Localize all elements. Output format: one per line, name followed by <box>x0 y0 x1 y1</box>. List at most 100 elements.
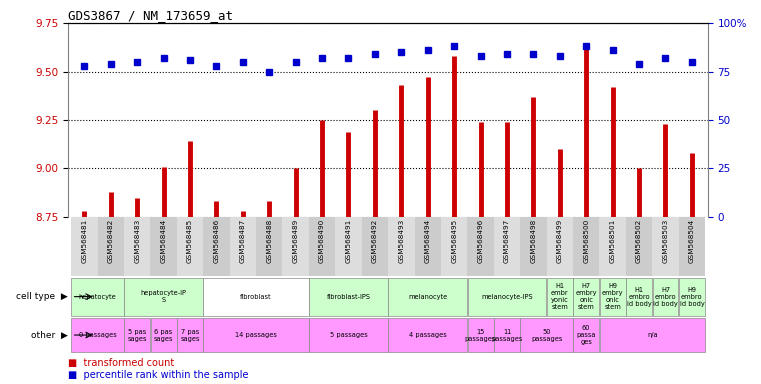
Text: 60
passa
ges: 60 passa ges <box>577 325 596 345</box>
Text: GSM568497: GSM568497 <box>504 219 510 263</box>
Text: melanocyte: melanocyte <box>408 294 447 300</box>
Text: GSM568491: GSM568491 <box>345 219 352 263</box>
Text: 15
passages: 15 passages <box>465 329 496 341</box>
Bar <box>546 217 573 276</box>
Bar <box>203 318 309 352</box>
Text: GSM568504: GSM568504 <box>689 219 695 263</box>
Text: cell type  ▶: cell type ▶ <box>16 292 68 301</box>
Bar <box>521 217 546 276</box>
Bar <box>336 217 361 276</box>
Bar <box>467 278 546 316</box>
Text: GSM568500: GSM568500 <box>583 219 589 263</box>
Bar <box>309 217 336 276</box>
Bar <box>573 318 599 352</box>
Bar <box>177 318 203 352</box>
Text: GSM568493: GSM568493 <box>398 219 404 263</box>
Bar <box>124 318 150 352</box>
Bar <box>388 217 415 276</box>
Bar <box>72 278 124 316</box>
Bar <box>494 217 521 276</box>
Text: GSM568483: GSM568483 <box>134 219 140 263</box>
Bar <box>124 217 151 276</box>
Bar <box>230 217 256 276</box>
Bar <box>72 318 124 352</box>
Text: GSM568485: GSM568485 <box>187 219 193 263</box>
Bar <box>467 217 494 276</box>
Text: melanocyte-IPS: melanocyte-IPS <box>481 294 533 300</box>
Text: GSM568502: GSM568502 <box>636 219 642 263</box>
Text: GSM568481: GSM568481 <box>81 219 88 263</box>
Text: other  ▶: other ▶ <box>31 331 68 339</box>
Bar <box>177 217 203 276</box>
Text: H7
embro
id body: H7 embro id body <box>653 286 678 307</box>
Bar <box>71 217 97 276</box>
Text: 50
passages: 50 passages <box>531 329 562 341</box>
Text: 11
passages: 11 passages <box>492 329 523 341</box>
Text: ■  transformed count: ■ transformed count <box>68 358 175 368</box>
Bar <box>97 217 124 276</box>
Bar <box>652 278 678 316</box>
Text: H9
embry
onic
stem: H9 embry onic stem <box>602 283 623 310</box>
Text: 7 pas
sages: 7 pas sages <box>180 329 199 341</box>
Text: GSM568489: GSM568489 <box>293 219 298 263</box>
Text: GSM568495: GSM568495 <box>451 219 457 263</box>
Text: n/a: n/a <box>647 332 658 338</box>
Bar <box>256 217 282 276</box>
Text: GSM568501: GSM568501 <box>610 219 616 263</box>
Bar <box>388 278 467 316</box>
Text: fibroblast-IPS: fibroblast-IPS <box>326 294 371 300</box>
Text: GSM568488: GSM568488 <box>266 219 272 263</box>
Bar <box>600 217 626 276</box>
Bar <box>203 278 309 316</box>
Text: H1
embro
id body: H1 embro id body <box>626 286 651 307</box>
Text: GSM568503: GSM568503 <box>663 219 668 263</box>
Text: H1
embr
yonic
stem: H1 embr yonic stem <box>551 283 568 310</box>
Text: GSM568486: GSM568486 <box>213 219 219 263</box>
Text: 4 passages: 4 passages <box>409 332 447 338</box>
Text: 14 passages: 14 passages <box>235 332 277 338</box>
Text: ■  percentile rank within the sample: ■ percentile rank within the sample <box>68 370 249 380</box>
Text: GSM568496: GSM568496 <box>478 219 483 263</box>
Bar <box>679 278 705 316</box>
Text: GSM568490: GSM568490 <box>319 219 325 263</box>
Bar <box>573 217 600 276</box>
Text: GDS3867 / NM_173659_at: GDS3867 / NM_173659_at <box>68 9 234 22</box>
Text: H7
embry
onic
stem: H7 embry onic stem <box>575 283 597 310</box>
Text: fibroblast: fibroblast <box>240 294 272 300</box>
Text: GSM568492: GSM568492 <box>372 219 378 263</box>
Bar <box>282 217 309 276</box>
Bar <box>415 217 441 276</box>
Bar <box>124 278 203 316</box>
Text: 0 passages: 0 passages <box>78 332 116 338</box>
Bar <box>203 217 230 276</box>
Text: GSM568498: GSM568498 <box>530 219 537 263</box>
Bar <box>494 318 520 352</box>
Bar <box>441 217 467 276</box>
Bar <box>361 217 388 276</box>
Bar <box>573 278 599 316</box>
Bar <box>151 217 177 276</box>
Text: hepatocyte: hepatocyte <box>78 294 116 300</box>
Bar <box>626 278 652 316</box>
Bar <box>547 278 573 316</box>
Bar <box>600 278 626 316</box>
Bar <box>521 318 573 352</box>
Text: H9
embro
id body: H9 embro id body <box>680 286 704 307</box>
Text: GSM568494: GSM568494 <box>425 219 431 263</box>
Bar <box>626 217 652 276</box>
Bar <box>600 318 705 352</box>
Text: GSM568499: GSM568499 <box>557 219 563 263</box>
Bar <box>652 217 679 276</box>
Bar <box>388 318 467 352</box>
Text: GSM568482: GSM568482 <box>108 219 113 263</box>
Bar <box>679 217 705 276</box>
Text: 6 pas
sages: 6 pas sages <box>154 329 174 341</box>
Bar <box>309 318 388 352</box>
Bar <box>467 318 493 352</box>
Text: GSM568484: GSM568484 <box>161 219 167 263</box>
Text: 5 pas
sages: 5 pas sages <box>127 329 147 341</box>
Text: hepatocyte-iP
S: hepatocyte-iP S <box>141 290 186 303</box>
Text: GSM568487: GSM568487 <box>240 219 246 263</box>
Text: 5 passages: 5 passages <box>330 332 368 338</box>
Bar <box>151 318 177 352</box>
